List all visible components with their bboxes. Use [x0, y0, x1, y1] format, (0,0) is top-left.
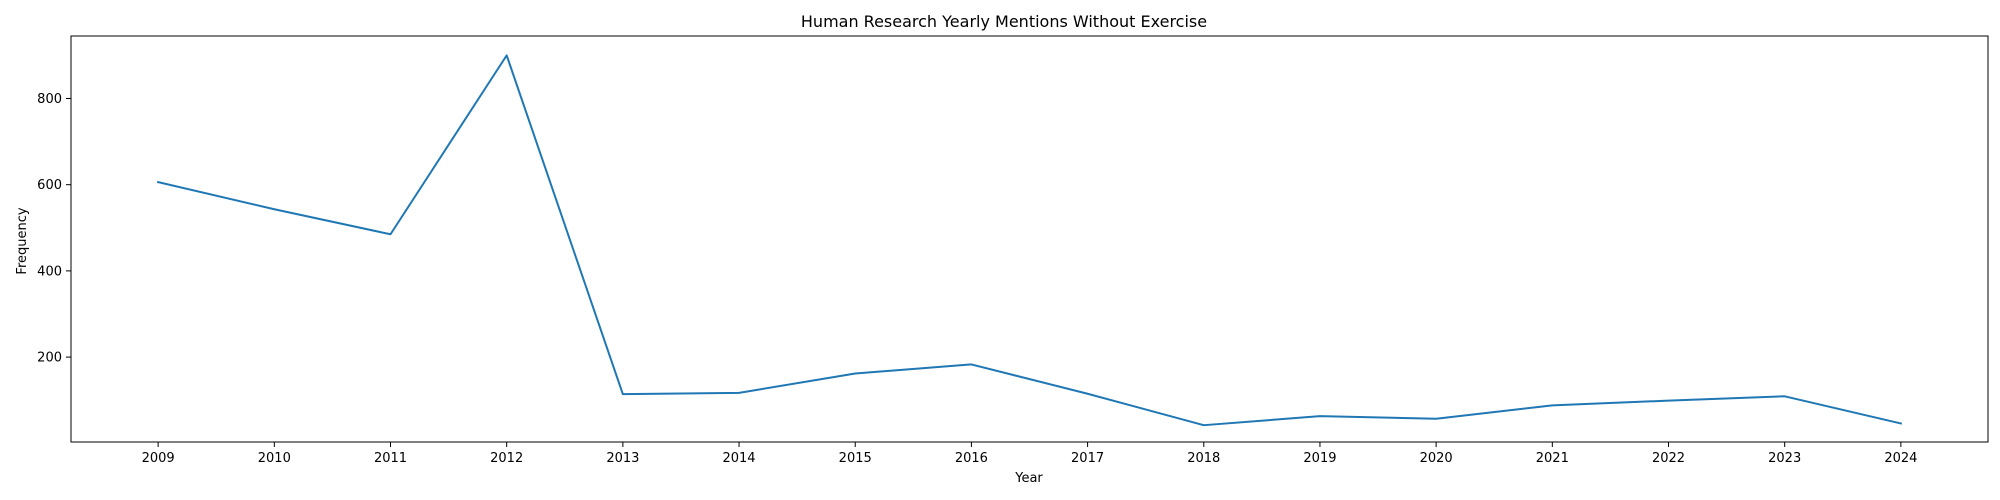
x-tick-label: 2020 [1420, 451, 1453, 466]
x-tick-label: 2024 [1884, 451, 1917, 466]
y-tick-label: 800 [37, 92, 62, 107]
x-tick-label: 2021 [1536, 451, 1569, 466]
x-axis-label: Year [1014, 471, 1043, 486]
plot-area: 2009 2010 2011 2012 2013 2014 2015 2016 2017 2018… [37, 54, 1917, 466]
y-tick-label: 600 [37, 178, 62, 193]
plot-frame [70, 35, 1989, 443]
x-tick-label: 2014 [722, 451, 755, 466]
x-tick-label: 2017 [1071, 451, 1104, 466]
chart-title: Human Research Yearly Mentions Without E… [801, 12, 1207, 31]
x-tick-label: 2018 [1187, 451, 1220, 466]
x-tick-label: 2015 [839, 451, 872, 466]
x-tick-label: 2019 [1303, 451, 1336, 466]
x-tick-label: 2016 [955, 451, 988, 466]
y-axis-label: Frequency [15, 207, 30, 274]
x-tick-label: 2012 [490, 451, 523, 466]
x-tick-label: 2022 [1652, 451, 1685, 466]
y-tick-label: 400 [37, 264, 62, 279]
x-tick-label: 2013 [606, 451, 639, 466]
y-tick-label: 200 [37, 351, 62, 366]
x-tick-label: 2023 [1768, 451, 1801, 466]
x-tick-label: 2010 [258, 451, 291, 466]
series-line [156, 54, 1903, 427]
x-tick-label: 2009 [142, 451, 175, 466]
x-tick-label: 2011 [374, 451, 407, 466]
